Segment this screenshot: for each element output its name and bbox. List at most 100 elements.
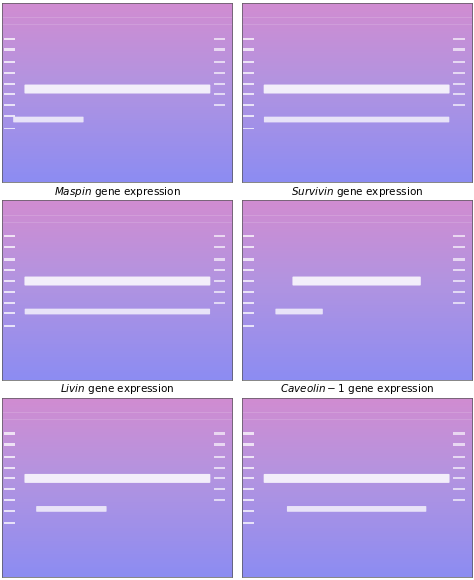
Bar bbox=[3, 48, 15, 51]
Bar bbox=[214, 104, 226, 106]
Bar bbox=[214, 48, 226, 51]
Bar bbox=[453, 467, 465, 469]
Bar bbox=[3, 258, 15, 261]
Bar bbox=[3, 246, 15, 248]
Bar bbox=[214, 38, 226, 40]
Bar bbox=[214, 72, 226, 74]
Bar bbox=[453, 477, 465, 480]
Bar bbox=[3, 61, 15, 63]
FancyBboxPatch shape bbox=[264, 85, 449, 93]
Bar bbox=[243, 93, 254, 95]
Bar bbox=[214, 83, 226, 85]
Bar bbox=[243, 258, 254, 261]
Bar bbox=[214, 432, 226, 435]
Bar bbox=[243, 246, 254, 248]
Bar bbox=[214, 258, 226, 261]
FancyBboxPatch shape bbox=[292, 277, 421, 285]
Bar bbox=[3, 522, 15, 524]
Bar bbox=[3, 235, 15, 237]
Bar bbox=[243, 456, 254, 458]
Bar bbox=[3, 128, 15, 129]
FancyBboxPatch shape bbox=[36, 506, 107, 512]
Bar bbox=[453, 258, 465, 261]
Bar bbox=[243, 432, 254, 435]
Bar bbox=[3, 313, 15, 314]
Bar bbox=[214, 456, 226, 458]
Bar bbox=[3, 456, 15, 458]
FancyBboxPatch shape bbox=[25, 85, 210, 93]
Bar bbox=[214, 477, 226, 480]
Bar bbox=[243, 510, 254, 512]
Bar bbox=[214, 291, 226, 293]
Bar bbox=[453, 83, 465, 85]
Bar bbox=[243, 72, 254, 74]
Bar bbox=[453, 432, 465, 435]
FancyBboxPatch shape bbox=[287, 506, 426, 512]
X-axis label: $\it{Survivin}$ gene expression: $\it{Survivin}$ gene expression bbox=[291, 185, 423, 199]
Bar bbox=[243, 269, 254, 271]
Bar bbox=[214, 467, 226, 469]
Bar bbox=[243, 302, 254, 303]
Bar bbox=[214, 269, 226, 271]
Bar bbox=[453, 235, 465, 237]
Bar bbox=[3, 467, 15, 469]
Bar bbox=[3, 83, 15, 85]
X-axis label: $\it{Maspin}$ gene expression: $\it{Maspin}$ gene expression bbox=[54, 185, 181, 199]
Bar bbox=[453, 104, 465, 106]
X-axis label: $\it{Livin}$ gene expression: $\it{Livin}$ gene expression bbox=[60, 382, 174, 397]
Bar bbox=[214, 93, 226, 95]
Bar bbox=[3, 325, 15, 327]
Bar bbox=[214, 235, 226, 237]
Bar bbox=[243, 477, 254, 480]
X-axis label: $\it{Caveolin-1}$ gene expression: $\it{Caveolin-1}$ gene expression bbox=[280, 382, 434, 397]
Bar bbox=[243, 488, 254, 490]
FancyBboxPatch shape bbox=[25, 309, 210, 314]
Bar bbox=[3, 38, 15, 40]
Bar bbox=[3, 269, 15, 271]
Bar bbox=[453, 72, 465, 74]
Bar bbox=[243, 128, 254, 129]
FancyBboxPatch shape bbox=[13, 117, 83, 122]
Bar bbox=[243, 467, 254, 469]
FancyBboxPatch shape bbox=[264, 474, 449, 483]
Bar bbox=[453, 499, 465, 501]
Bar bbox=[214, 246, 226, 248]
Bar bbox=[243, 522, 254, 524]
Bar bbox=[243, 115, 254, 117]
Bar bbox=[243, 313, 254, 314]
Bar bbox=[214, 499, 226, 501]
Bar bbox=[453, 61, 465, 63]
Bar bbox=[3, 477, 15, 480]
Bar bbox=[453, 443, 465, 445]
Bar bbox=[453, 291, 465, 293]
Bar bbox=[243, 280, 254, 282]
Bar bbox=[453, 456, 465, 458]
Bar bbox=[214, 61, 226, 63]
Bar bbox=[453, 93, 465, 95]
FancyBboxPatch shape bbox=[275, 309, 323, 314]
Bar bbox=[243, 325, 254, 327]
Bar bbox=[243, 83, 254, 85]
Bar bbox=[243, 104, 254, 106]
Bar bbox=[243, 48, 254, 51]
Bar bbox=[3, 302, 15, 303]
Bar bbox=[214, 280, 226, 282]
Bar bbox=[243, 499, 254, 501]
Bar bbox=[3, 499, 15, 501]
Bar bbox=[214, 488, 226, 490]
FancyBboxPatch shape bbox=[264, 117, 449, 122]
Bar bbox=[3, 93, 15, 95]
Bar bbox=[3, 443, 15, 445]
Bar bbox=[3, 510, 15, 512]
Bar bbox=[453, 280, 465, 282]
Bar bbox=[453, 269, 465, 271]
Bar bbox=[3, 280, 15, 282]
Bar bbox=[3, 104, 15, 106]
Bar bbox=[3, 488, 15, 490]
Bar bbox=[214, 443, 226, 445]
Bar bbox=[453, 302, 465, 303]
FancyBboxPatch shape bbox=[25, 277, 210, 285]
Bar bbox=[3, 291, 15, 293]
Bar bbox=[214, 302, 226, 303]
Bar bbox=[243, 235, 254, 237]
